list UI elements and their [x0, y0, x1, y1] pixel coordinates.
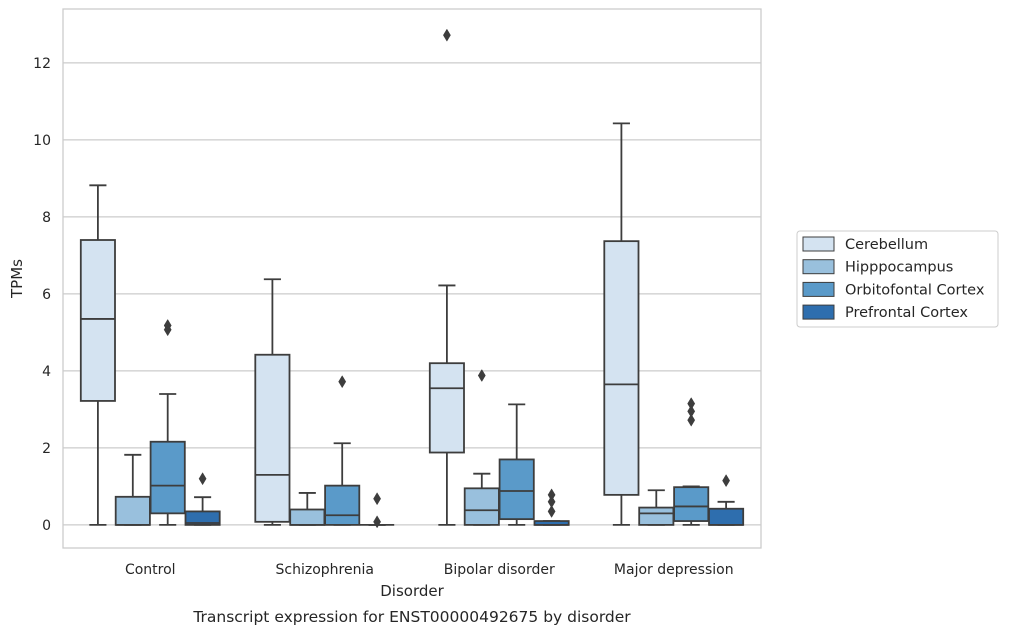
legend-label: Cerebellum	[845, 237, 928, 253]
box	[708, 507, 745, 526]
outlier-point	[547, 504, 556, 518]
outlier-point	[547, 495, 556, 509]
x-tick-label: Major depression	[614, 562, 734, 578]
box-group	[149, 318, 186, 526]
box	[463, 487, 500, 526]
box-group	[428, 28, 465, 526]
outlier-point	[373, 492, 381, 506]
box	[254, 353, 291, 523]
legend-label: Prefrontal Cortex	[845, 305, 968, 321]
box	[149, 440, 186, 515]
box-group	[359, 492, 395, 529]
outlier-point	[373, 515, 381, 529]
x-axis-ticks: Control Schizophrenia Bipolar disorder Majo…	[125, 562, 734, 578]
box-group	[289, 492, 326, 526]
y-tick-label: 6	[42, 287, 51, 303]
outlier-point	[198, 472, 207, 486]
box-group	[638, 489, 675, 526]
y-tick-label: 8	[42, 210, 51, 226]
box	[114, 495, 151, 526]
box-group	[673, 397, 710, 526]
y-tick-label: 10	[33, 133, 51, 149]
outlier-point	[687, 413, 696, 427]
box	[498, 458, 535, 521]
y-tick-label: 0	[42, 518, 51, 534]
outlier-point	[687, 404, 696, 418]
box-group	[533, 488, 570, 526]
x-tick-label: Schizophrenia	[276, 562, 374, 578]
outlier-point	[687, 397, 696, 411]
box-group	[114, 453, 151, 526]
box-group	[254, 278, 291, 526]
legend: Cerebellum Hipppocampus Orbitofontal Corte…	[796, 230, 999, 328]
box-group	[79, 184, 116, 526]
y-tick-label: 12	[33, 56, 51, 72]
legend-swatch	[802, 281, 835, 297]
box	[603, 240, 640, 496]
outlier-point	[477, 369, 486, 383]
x-tick-label: Bipolar disorder	[444, 562, 555, 578]
outlier-point	[163, 318, 172, 332]
box	[289, 508, 326, 526]
legend-label: Hipppocampus	[845, 260, 953, 276]
box	[184, 510, 221, 526]
box	[638, 506, 675, 526]
box-plot-series	[79, 28, 745, 529]
y-tick-label: 2	[42, 441, 51, 457]
y-tick-label: 4	[42, 364, 51, 380]
box-group	[463, 369, 500, 526]
box-group	[184, 472, 221, 526]
outlier-point	[443, 28, 451, 42]
box	[673, 486, 710, 522]
box	[79, 239, 116, 402]
legend-swatch	[802, 236, 835, 252]
box-group	[603, 122, 640, 526]
legend-swatch	[802, 259, 835, 275]
box	[428, 362, 465, 454]
box-group	[708, 474, 745, 526]
outlier-point	[722, 474, 730, 488]
outlier-point	[547, 488, 556, 502]
box	[324, 484, 361, 526]
x-axis-title: Disorder	[380, 582, 444, 600]
box-group	[498, 403, 535, 526]
box-group	[324, 375, 361, 526]
chart-caption: Transcript expression for ENST0000049267…	[192, 608, 631, 626]
legend-swatch	[802, 304, 835, 320]
x-tick-label: Control	[125, 562, 176, 578]
y-axis-title: TPMs	[8, 259, 26, 299]
y-axis-ticks: 0 2 4 6 8 10 12	[33, 56, 51, 534]
legend-label: Orbitofontal Cortex	[845, 282, 985, 298]
outlier-point	[338, 375, 347, 389]
plot-area-frame	[62, 8, 762, 549]
legend-frame	[796, 230, 999, 328]
